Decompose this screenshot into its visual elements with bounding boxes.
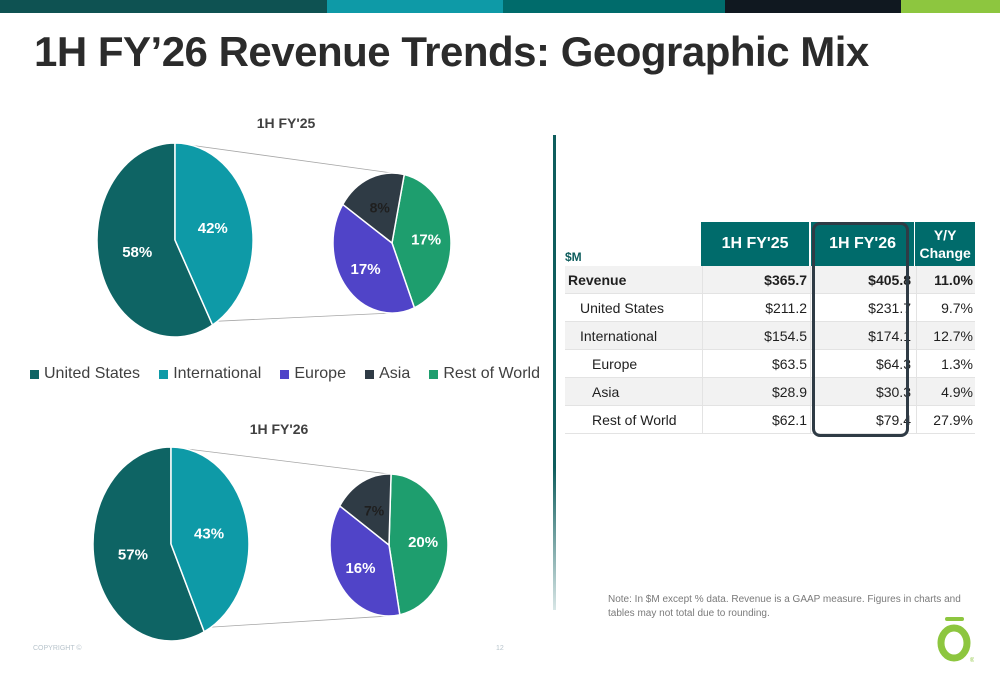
- data-label: 58%: [122, 244, 152, 261]
- pie-slice-rest-of-world: [391, 173, 452, 309]
- yoy-header-line: Y/Y: [933, 227, 957, 243]
- cell-fy25: $62.1: [702, 405, 810, 434]
- legend-item-asia: Asia: [365, 365, 410, 383]
- data-label: 17%: [351, 261, 381, 278]
- svg-text:®: ®: [970, 657, 974, 664]
- cell-fy25: $154.5: [702, 321, 810, 350]
- pie-slice-united-states: [92, 446, 206, 642]
- pie-slice-united-states: [96, 142, 214, 338]
- row-label: Rest of World: [592, 411, 677, 428]
- pie-slice-asia: [341, 172, 406, 245]
- top-bar-segment: [503, 0, 725, 13]
- footnote: Note: In $M except % data. Revenue is a …: [608, 594, 961, 619]
- data-label: 43%: [194, 525, 224, 542]
- pie-slice-international: [174, 142, 254, 327]
- cell-yoy: 4.9%: [916, 377, 975, 406]
- row-label: United States: [580, 299, 665, 316]
- data-label: 17%: [411, 231, 441, 248]
- cell-yoy: 11.0%: [916, 265, 975, 294]
- row-label: International: [580, 327, 658, 344]
- cell-fy26: $30.3: [810, 377, 916, 406]
- cell-fy25: $28.9: [702, 377, 810, 406]
- page-title: 1H FY’26 Revenue Trends: Geographic Mix: [34, 28, 869, 75]
- legend-swatch: [159, 369, 169, 379]
- cell-yoy: 27.9%: [916, 405, 975, 434]
- pie-chart-fy26: 1H FY'26 57% 43% 20% 16% 7%: [92, 421, 449, 642]
- legend-item-rest-of-world: Rest of World: [429, 365, 540, 383]
- table-row: Rest of World $62.1 $79.4 27.9%: [565, 405, 975, 434]
- legend-label: United States: [44, 365, 141, 382]
- table-row: Asia $28.9 $30.3 4.9%: [565, 377, 975, 406]
- data-label: 20%: [408, 534, 438, 551]
- cell-fy25: $211.2: [702, 293, 810, 322]
- pie-slice-europe: [332, 203, 416, 314]
- legend-swatch: [429, 369, 439, 379]
- copyright-text: COPYRIGHT ©: [33, 645, 82, 652]
- cell-fy26: $64.3: [810, 349, 916, 378]
- cell-fy26: $174.1: [810, 321, 916, 350]
- legend-label: Asia: [379, 365, 411, 382]
- data-label: 7%: [364, 502, 385, 518]
- legend-item-united-states: United States: [30, 365, 140, 383]
- pie-title: 1H FY'25: [257, 115, 316, 131]
- legend-swatch: [30, 369, 39, 379]
- column-header-fy25: 1H FY'25: [701, 222, 809, 266]
- legend-item-international: International: [159, 365, 261, 383]
- table-row: United States $211.2 $231.7 9.7%: [565, 293, 975, 322]
- cell-yoy: 12.7%: [916, 321, 975, 350]
- cell-yoy: 1.3%: [916, 349, 975, 378]
- legend-label: International: [173, 365, 262, 382]
- page-number: 12: [496, 645, 504, 652]
- table-row: Revenue $365.7 $405.8 11.0%: [565, 265, 975, 294]
- legend-label: Rest of World: [443, 365, 540, 382]
- row-label: Revenue: [568, 271, 627, 288]
- cell-fy26: $231.7: [810, 293, 916, 322]
- revenue-table: $M 1H FY'25 1H FY'26 Y/Y Change Revenue …: [565, 222, 975, 434]
- legend-swatch: [365, 369, 375, 379]
- pie-slice-asia: [338, 473, 392, 547]
- column-header-yoy: Y/Y Change: [915, 222, 975, 266]
- unit-label: $M: [565, 250, 582, 264]
- connector-line: [174, 142, 393, 174]
- data-label: 57%: [118, 547, 148, 564]
- table-header: $M 1H FY'25 1H FY'26 Y/Y Change: [565, 222, 975, 266]
- pie-slice-europe: [329, 504, 401, 617]
- cell-fy26: $405.8: [810, 265, 916, 294]
- pie-slice-international: [170, 446, 250, 633]
- pie-title: 1H FY'26: [250, 421, 309, 437]
- top-bar-segment: [0, 0, 327, 13]
- connector-line: [170, 446, 390, 475]
- legend-swatch: [280, 369, 290, 379]
- data-label: 42%: [198, 220, 228, 237]
- cell-yoy: 9.7%: [916, 293, 975, 322]
- data-label: 16%: [345, 560, 375, 577]
- chart-legend: United States International Europe Asia …: [30, 365, 540, 383]
- cell-fy25: $63.5: [702, 349, 810, 378]
- column-header-fy26: 1H FY'26: [810, 222, 915, 266]
- row-label: Asia: [592, 383, 620, 400]
- top-bar-segment: [725, 0, 901, 13]
- table-row: Europe $63.5 $64.3 1.3%: [565, 349, 975, 378]
- pie-slice-rest-of-world: [388, 473, 449, 616]
- top-bar-segment: [901, 0, 1000, 13]
- legend-item-europe: Europe: [280, 365, 346, 383]
- vertical-divider: [553, 135, 556, 610]
- row-label: Europe: [592, 355, 638, 372]
- data-label: 8%: [370, 199, 391, 215]
- table-row: International $154.5 $174.1 12.7%: [565, 321, 975, 350]
- top-color-bar: [0, 0, 1000, 13]
- top-bar-segment: [327, 0, 503, 13]
- cell-fy25: $365.7: [702, 265, 810, 294]
- company-logo-icon: ®: [937, 617, 974, 664]
- yoy-header-line: Change: [919, 245, 971, 261]
- legend-label: Europe: [294, 365, 346, 382]
- cell-fy26: $79.4: [810, 405, 916, 434]
- pie-chart-fy25: 1H FY'25 58% 42% 17% 17% 8%: [96, 115, 452, 338]
